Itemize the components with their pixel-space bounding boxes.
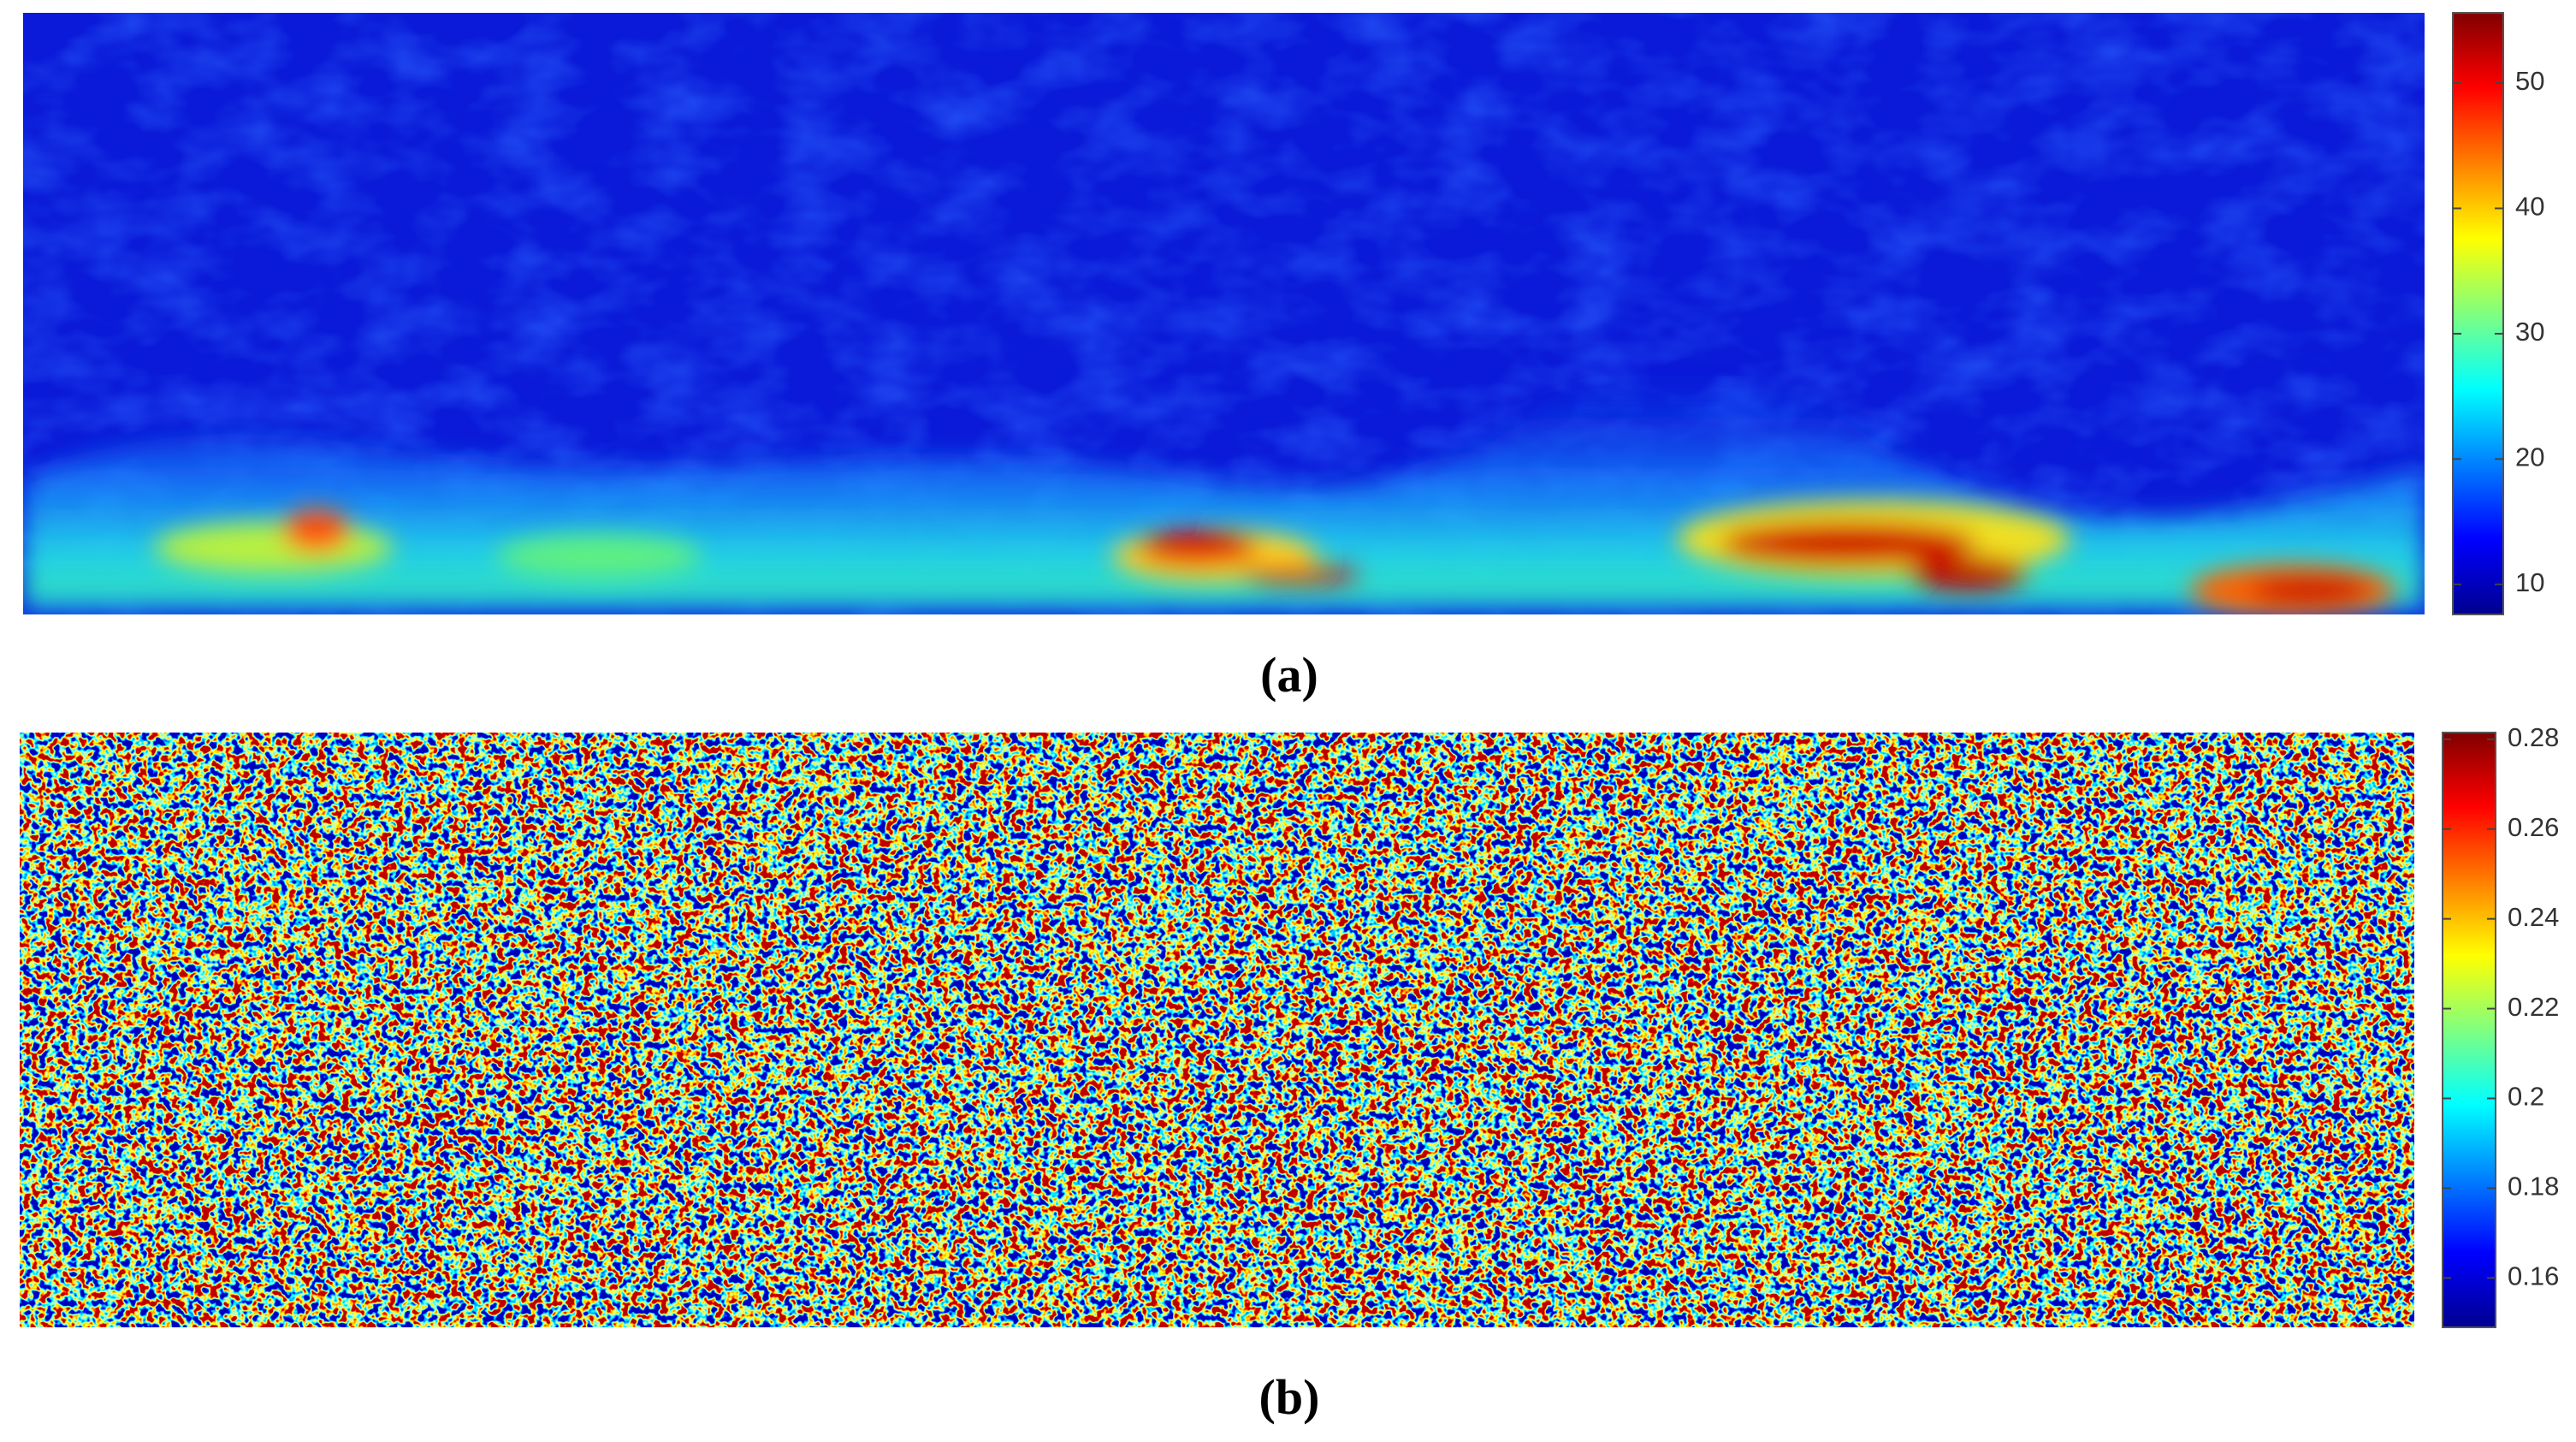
colorbar-tick-label: 0.18 [2508,1172,2559,1202]
colorbar [2442,732,2496,1328]
colorbar-tick-label: 0.2 [2508,1082,2544,1112]
colorbar-tick-label: 40 [2515,192,2544,222]
colorbar-tick-label: 50 [2515,66,2544,96]
heatmap-a [23,13,2425,614]
colorbar-tick-label: 0.22 [2508,992,2559,1022]
colorbar-tick-label: 0.28 [2508,722,2559,752]
panel-label: (b) [1259,1369,1320,1425]
colorbar-tick-label: 30 [2515,317,2544,347]
heatmap-b [20,733,2414,1327]
panel-label: (a) [1260,647,1318,703]
colorbar-tick-label: 0.16 [2508,1261,2559,1291]
colorbar-tick-label: 0.26 [2508,812,2559,842]
colorbar-tick-label: 0.24 [2508,902,2559,932]
colorbar-tick-label: 20 [2515,442,2544,472]
colorbar-tick-label: 10 [2515,567,2544,597]
colorbar [2452,12,2504,615]
